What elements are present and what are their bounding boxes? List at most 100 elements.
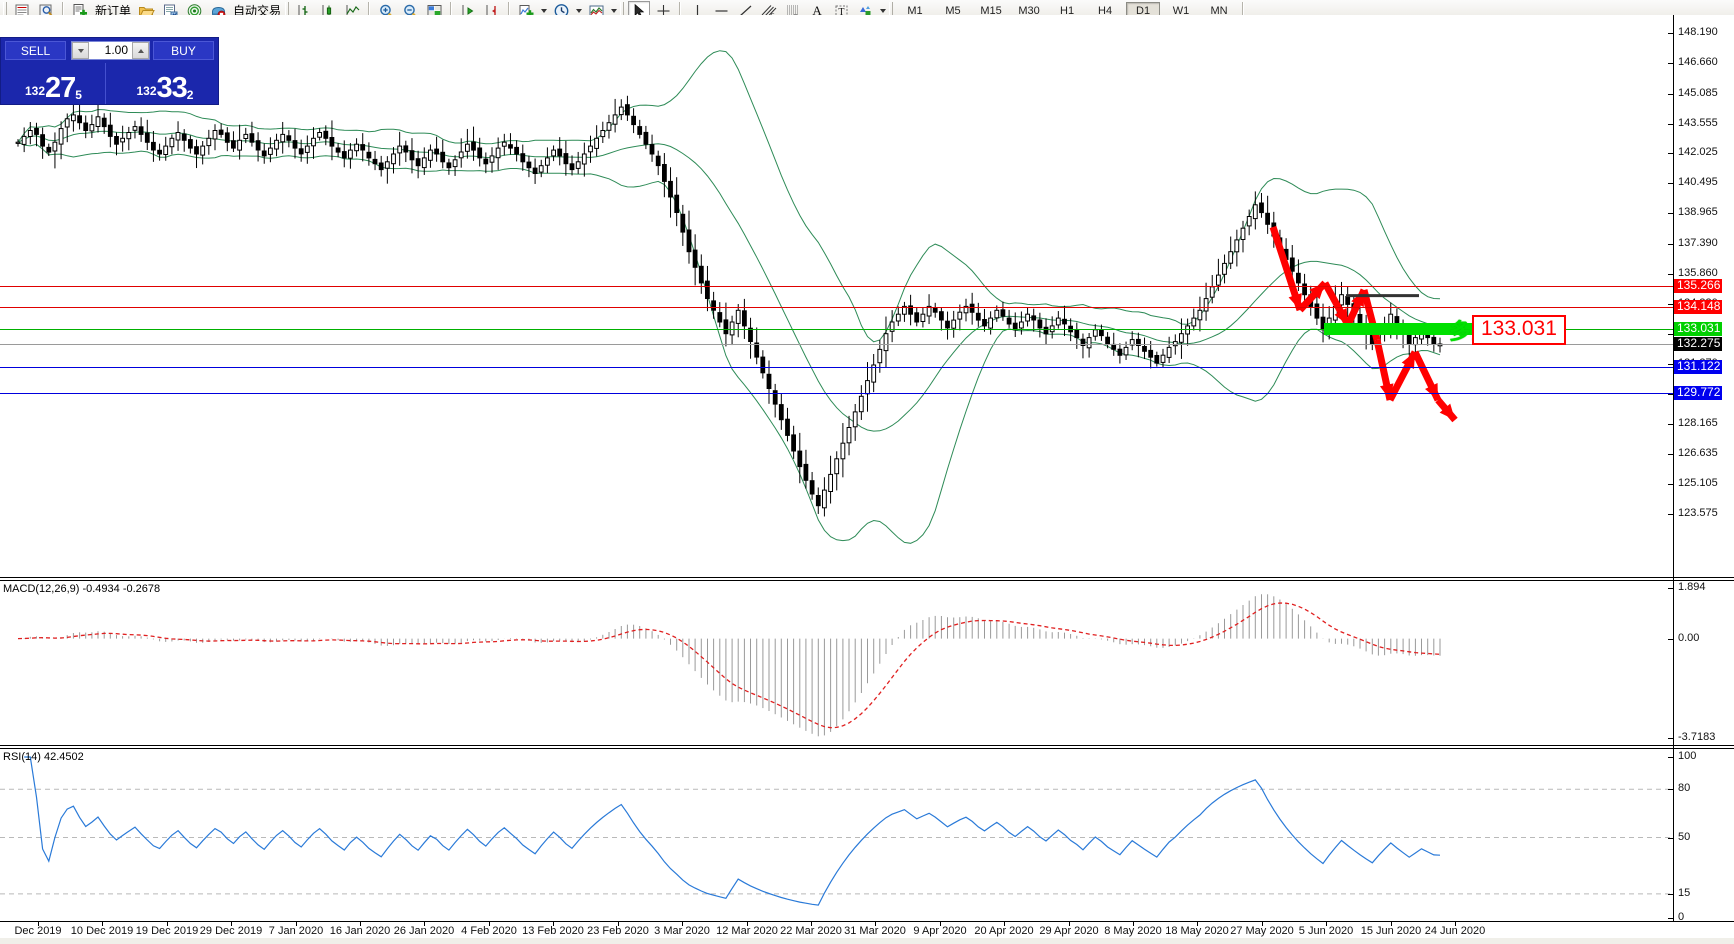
volume-increment-icon[interactable] [132,42,149,59]
shapes-icon[interactable] [854,1,876,21]
price-level-label[interactable]: 134.148 [1674,300,1723,314]
price-tick-label: 135.860 [1678,267,1718,279]
buy-button[interactable]: BUY [153,41,214,60]
price-callout-box[interactable]: 133.031 [1472,315,1566,346]
time-tick [618,922,619,926]
price-level-line[interactable] [0,286,1673,287]
price-tick [1668,124,1673,125]
time-tick-label: 7 Jan 2020 [268,925,324,937]
timeframe-m5[interactable]: M5 [945,4,961,17]
price-level-label[interactable]: 135.266 [1674,279,1723,293]
vline-icon[interactable] [686,1,708,21]
trend-arrow-annotation[interactable] [1269,225,1458,423]
time-tick-label: 18 May 2020 [1165,925,1229,937]
main-price-pane[interactable] [0,15,1734,581]
price-tick [1668,304,1673,305]
price-tick [1668,213,1673,214]
sell-button[interactable]: SELL [5,41,66,60]
timeframe-m1[interactable]: M1 [907,4,923,17]
time-tick [875,922,876,926]
time-tick [102,922,103,926]
toolbar-separator-4 [508,2,511,19]
volume-stepper[interactable]: 1.00 [71,41,150,60]
toolbar-grip-2[interactable] [285,1,290,20]
timeframe-w1[interactable]: W1 [1172,4,1190,17]
price-level-line[interactable] [0,329,1673,330]
time-tick [1069,922,1070,926]
time-tick [811,922,812,926]
sell-price-pips: 27 [45,72,76,104]
timeframe-mn[interactable]: MN [1210,4,1228,17]
price-level-label[interactable]: 129.772 [1674,386,1723,400]
pane-separator-macd[interactable] [0,577,1734,581]
buy-price-big-figure: 132 [136,84,157,98]
crosshair-icon[interactable] [652,1,674,21]
rsi-indicator-label: RSI(14) 42.4502 [3,751,84,763]
time-tick-label: 4 Feb 2020 [461,925,517,937]
time-tick [747,922,748,926]
price-tick-label: 140.495 [1678,176,1718,188]
auto-trading-label[interactable]: 自动交易 [233,3,282,18]
buy-price-pips: 33 [156,72,188,104]
macd-tick-label: -3.7183 [1678,731,1716,743]
price-tick [1668,274,1673,275]
rsi-tick [1668,838,1673,839]
timeframe-m15[interactable]: M15 [980,4,1002,17]
pane-separator-rsi[interactable] [0,745,1734,749]
price-tick-label: 145.085 [1678,87,1718,99]
timeframe-m30[interactable]: M30 [1018,4,1040,17]
toolbar-grip[interactable] [3,1,7,20]
text-icon-glyph: A [812,2,822,18]
new-order-label[interactable]: 新订单 [95,3,132,18]
signals-icon[interactable] [183,1,205,21]
timeframe-h1[interactable]: H1 [1060,4,1075,17]
toolbar-grip-3[interactable] [620,1,625,20]
zoom-in-icon[interactable] [375,1,397,21]
time-tick-label: 29 Apr 2020 [1039,925,1099,937]
time-tick-label: 27 May 2020 [1230,925,1294,937]
time-tick-label: 3 Mar 2020 [654,925,710,937]
time-tick-label: 20 Apr 2020 [974,925,1034,937]
price-level-label[interactable]: 133.031 [1674,322,1723,336]
time-tick [38,922,39,926]
sell-price-quote[interactable]: 132 27 5 [2,63,106,104]
quotes-row: 132 27 5 132 33 2 [1,63,218,104]
time-tick-label: 10 Dec 2019 [70,925,134,937]
price-tick-label: 126.635 [1678,447,1718,459]
price-level-label[interactable]: 131.122 [1674,360,1723,374]
time-tick-label: 31 Mar 2020 [844,925,906,937]
time-tick [1326,922,1327,926]
time-tick [1133,922,1134,926]
label-icon[interactable]: T [830,1,852,21]
volume-decrement-icon[interactable] [72,42,89,59]
buy-price-quote[interactable]: 132 33 2 [113,63,217,104]
time-tick-label: 5 Jun 2020 [1298,925,1354,937]
time-tick-label: 15 Jun 2020 [1360,925,1422,937]
volume-value[interactable]: 1.00 [89,42,132,59]
price-level-line[interactable] [0,367,1673,368]
time-tick [231,922,232,926]
period-clock-icon[interactable] [550,1,572,21]
rsi-tick-label: 0 [1678,911,1685,923]
support-zone-rectangle[interactable] [1324,323,1489,336]
price-tick [1668,63,1673,64]
trendline-icon[interactable] [734,1,756,21]
rsi-tick-label: 80 [1678,782,1691,794]
price-level-line[interactable] [0,344,1673,345]
price-axis-line [1673,15,1674,921]
price-level-line[interactable] [0,307,1673,308]
horizontal-scrollbar[interactable] [0,938,1734,944]
price-tick [1668,454,1673,455]
time-tick-label: 22 Mar 2020 [780,925,842,937]
text-icon[interactable]: A [806,1,828,21]
price-tick-label: 125.105 [1678,477,1718,489]
time-tick [1262,922,1263,926]
price-level-line[interactable] [0,393,1673,394]
price-tick [1668,244,1673,245]
price-level-label[interactable]: 132.275 [1674,337,1723,351]
price-tick [1668,364,1673,365]
hline-icon[interactable] [710,1,732,21]
toolbar-grip-4[interactable] [889,1,894,20]
timeframe-h4[interactable]: H4 [1098,4,1113,17]
